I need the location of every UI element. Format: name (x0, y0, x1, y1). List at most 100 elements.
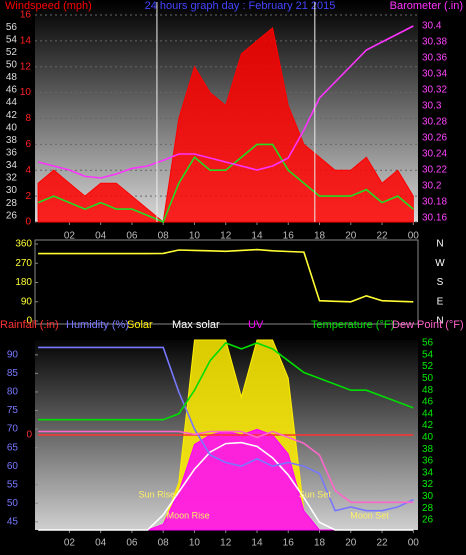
y3-tick-label: 28 (6, 198, 18, 209)
y-tick-label: 55 (7, 479, 19, 490)
y2-tick-label: 30.2 (422, 181, 442, 192)
x-tick-label: 22 (376, 231, 388, 242)
y-tick-label: 70 (7, 424, 19, 435)
x-tick-label: 18 (314, 231, 326, 242)
annotation: Sun Rise (139, 489, 176, 499)
y2-tick-label: 42 (422, 420, 434, 431)
y2-tick-label: 46 (422, 397, 434, 408)
y2-tick-label: 44 (422, 408, 434, 419)
x-tick-label: 20 (345, 538, 357, 549)
y3-tick-label: 38 (6, 135, 18, 146)
y2-tick-label: 30.26 (422, 133, 447, 144)
series-line (37, 25, 414, 179)
y2-tick-label: E (437, 296, 444, 307)
y-tick-label: 270 (15, 258, 32, 269)
x-tick-label: 22 (376, 538, 388, 549)
legend-label: Dew Point (°F) (392, 319, 464, 331)
x-tick-label: 14 (251, 538, 263, 549)
annotation: Moon Set (350, 510, 389, 520)
y3-tick-label: 34 (6, 160, 18, 171)
x-tick-label: 08 (158, 231, 170, 242)
y3-tick-label: 42 (6, 110, 18, 121)
x-tick-label: 16 (283, 538, 295, 549)
y2-tick-label: 30.22 (422, 165, 447, 176)
y-tick-label: 65 (7, 442, 19, 453)
legend-label: Barometer (.in) (390, 0, 463, 12)
annotation: Moon Rise (167, 510, 210, 520)
y3-tick-label: 0 (26, 430, 32, 441)
y2-tick-label: 50 (422, 373, 434, 384)
y-tick-label: 60 (7, 461, 19, 472)
y2-tick-label: 34 (422, 467, 434, 478)
y-tick-label: 14 (20, 35, 32, 46)
y2-tick-label: 30.18 (422, 197, 447, 208)
y3-tick-label: 56 (6, 22, 18, 33)
y-tick-label: 90 (7, 349, 19, 360)
y-tick-label: 360 (15, 239, 32, 250)
y2-tick-label: 30.36 (422, 53, 447, 64)
x-tick-label: 06 (126, 231, 138, 242)
x-tick-label: 02 (64, 538, 76, 549)
y3-tick-label: 50 (6, 59, 18, 70)
y2-tick-label: 26 (422, 515, 434, 526)
legend-label: Windspeed (mph) (5, 0, 92, 12)
y-tick-label: 85 (7, 368, 19, 379)
x-tick-label: 14 (251, 231, 263, 242)
y2-tick-label: 32 (422, 479, 434, 490)
y2-tick-label: N (436, 316, 443, 327)
y2-tick-label: 30.24 (422, 149, 447, 160)
y2-tick-label: 30 (422, 491, 434, 502)
x-tick-label: 00 (408, 538, 420, 549)
y2-tick-label: 30.32 (422, 85, 447, 96)
x-tick-label: 10 (189, 231, 201, 242)
y3-tick-label: 52 (6, 47, 18, 58)
x-tick-label: 12 (220, 231, 232, 242)
y2-tick-label: 30.38 (422, 37, 447, 48)
x-tick-label: 20 (345, 231, 357, 242)
legend-label: Rainfall (.in) (0, 319, 59, 331)
y2-tick-label: 30.16 (422, 213, 447, 224)
y3-tick-label: 30 (6, 185, 18, 196)
y2-tick-label: 40 (422, 432, 434, 443)
x-tick-label: 16 (283, 231, 295, 242)
y2-tick-label: N (436, 239, 443, 250)
y-tick-label: 2 (25, 191, 31, 202)
y-tick-label: 6 (25, 139, 31, 150)
x-tick-label: 04 (95, 231, 107, 242)
y-tick-label: 75 (7, 405, 19, 416)
y3-tick-label: 46 (6, 85, 18, 96)
series-line (38, 441, 414, 531)
y3-tick-label: 26 (6, 210, 18, 221)
y-tick-label: 0 (25, 217, 31, 228)
x-tick-label: 06 (126, 538, 138, 549)
y-tick-label: 12 (20, 61, 32, 72)
series-line (38, 342, 414, 421)
y2-tick-label: 54 (422, 349, 434, 360)
legend-label: Max solar (172, 319, 220, 331)
series-area (37, 26, 414, 223)
y2-tick-label: W (435, 258, 445, 269)
y3-tick-label: 32 (6, 173, 18, 184)
legend-label: UV (248, 319, 264, 331)
y2-tick-label: 30.3 (422, 101, 442, 112)
y3-tick-label: 44 (6, 97, 18, 108)
y2-tick-label: S (437, 277, 444, 288)
y2-tick-label: 38 (422, 444, 434, 455)
x-tick-label: 18 (314, 538, 326, 549)
y3-tick-label: 40 (6, 122, 18, 133)
y-tick-label: 50 (7, 498, 19, 509)
series-line (38, 430, 414, 504)
x-tick-label: 02 (64, 231, 76, 242)
legend-label: Temperature (°F) (311, 319, 394, 331)
y-tick-label: 10 (20, 87, 32, 98)
chart-title: 24 hours graph day : February 21 2015 (145, 0, 336, 12)
y-tick-label: 4 (25, 165, 31, 176)
y2-tick-label: 52 (422, 361, 434, 372)
y2-tick-label: 30.28 (422, 117, 447, 128)
y2-tick-label: 28 (422, 503, 434, 514)
legend-label: Humidity (%) (66, 319, 129, 331)
y-tick-label: 80 (7, 387, 19, 398)
series-line (38, 346, 414, 512)
y3-tick-label: 54 (6, 34, 18, 45)
